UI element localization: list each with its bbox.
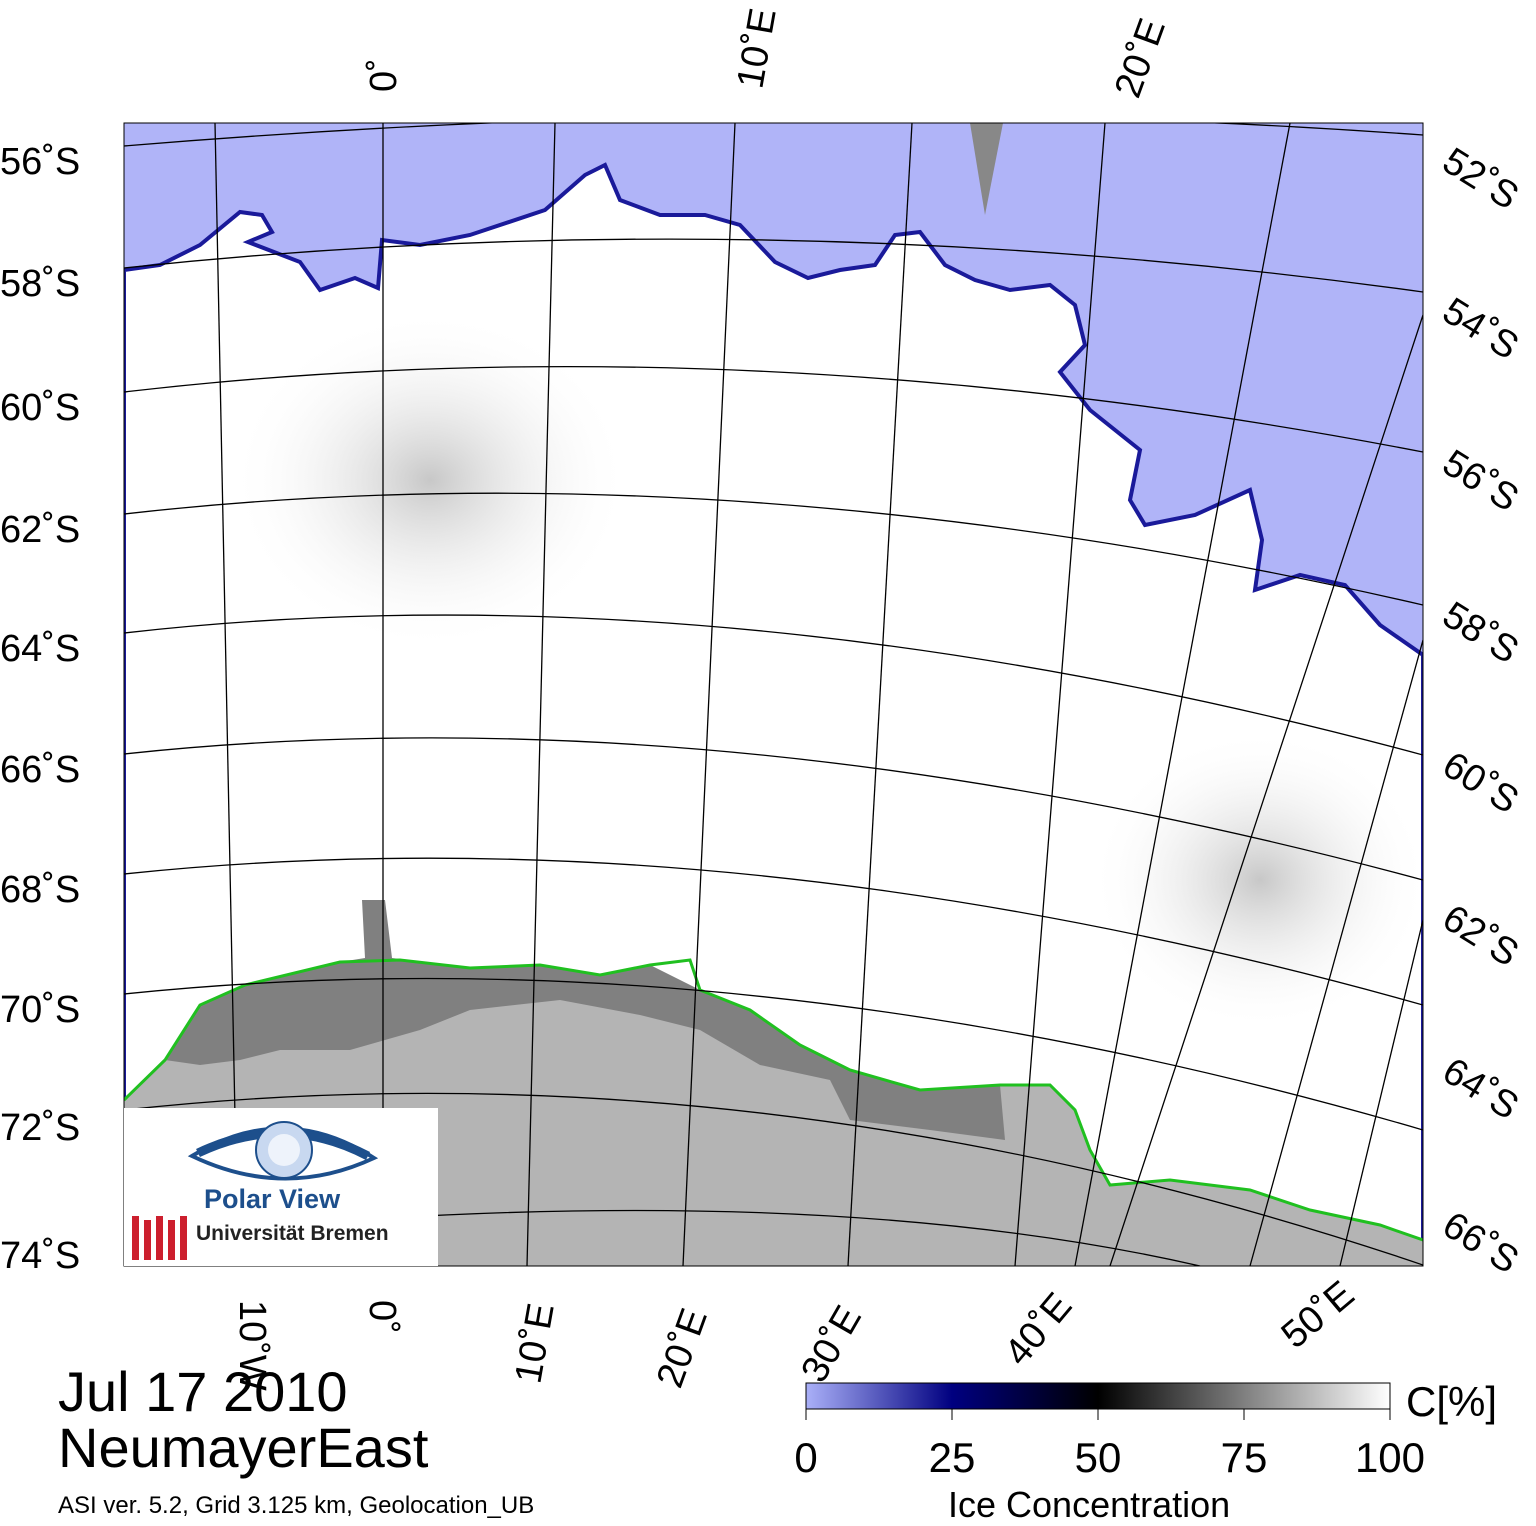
- latitude-labels-left: 56˚S 58˚S 60˚S 62˚S 64˚S 66˚S 68˚S 70˚S …: [0, 141, 80, 1277]
- lat-label: 66˚S: [1435, 1204, 1525, 1282]
- colorbar-tick-label: 0: [794, 1434, 818, 1481]
- lat-label: 60˚S: [1435, 744, 1525, 822]
- lon-label: 20˚E: [649, 1303, 716, 1393]
- map-metadata: ASI ver. 5.2, Grid 3.125 km, Geolocation…: [58, 1492, 535, 1519]
- lat-label: 68˚S: [0, 869, 80, 911]
- lon-label: 0˚: [361, 1300, 403, 1334]
- missing-data-wedge: [970, 123, 1003, 215]
- lat-label: 66˚S: [0, 749, 80, 791]
- lat-label: 56˚S: [1435, 442, 1525, 520]
- low-concentration-zone: [230, 310, 630, 650]
- colorbar-label: Ice Concentration: [948, 1484, 1231, 1525]
- colorbar-ticks: [805, 1409, 1391, 1420]
- colorbar: [805, 1382, 1391, 1410]
- lat-label: 70˚S: [0, 989, 80, 1031]
- lat-label: 56˚S: [0, 141, 80, 183]
- lat-label: 62˚S: [0, 509, 80, 551]
- colorbar-tick-label: 75: [1220, 1434, 1268, 1481]
- low-concentration-zone: [1090, 730, 1423, 1030]
- longitude-labels-bottom: 10˚W 0˚ 10˚E 20˚E 30˚E 40˚E 50˚E: [231, 1273, 1362, 1393]
- lat-label: 52˚S: [1435, 140, 1525, 218]
- eye-logo-icon: [132, 1121, 379, 1260]
- lat-label: 62˚S: [1435, 897, 1525, 975]
- lon-label: 0˚: [363, 58, 405, 92]
- lat-label: 58˚S: [0, 263, 80, 305]
- coastline: [124, 958, 1423, 1242]
- longitude-labels-top: 0˚ 10˚E 20˚E: [363, 5, 1174, 103]
- map-frame: [123, 122, 1424, 1267]
- lon-label: 30˚E: [793, 1299, 870, 1390]
- colorbar-tick-label: 100: [1354, 1434, 1426, 1481]
- lat-label: 64˚S: [1435, 1050, 1525, 1128]
- map-region: NeumayerEast: [58, 1416, 429, 1479]
- uni-bremen-icon: [132, 1216, 187, 1260]
- lat-label: 74˚S: [0, 1235, 80, 1277]
- lat-label: 64˚S: [0, 628, 80, 670]
- lon-label: 40˚E: [997, 1285, 1081, 1373]
- lon-label: 20˚E: [1107, 13, 1174, 103]
- land-area: [124, 960, 1423, 1266]
- lon-label: 10˚W: [231, 1300, 273, 1391]
- lon-label: 10˚E: [730, 5, 785, 91]
- lat-label: 58˚S: [1435, 594, 1525, 672]
- colorbar-tick-label: 25: [928, 1434, 976, 1481]
- logo-organization: Universität Bremen: [196, 1222, 389, 1245]
- map-date: Jul 17 2010: [58, 1360, 348, 1423]
- lat-label: 60˚S: [0, 387, 80, 429]
- graticule: [124, 123, 1423, 1266]
- colorbar-unit: C[%]: [1406, 1378, 1498, 1425]
- lon-label: 50˚E: [1274, 1273, 1362, 1357]
- lat-label: 72˚S: [0, 1107, 80, 1149]
- colorbar-tick-label: 50: [1074, 1434, 1122, 1481]
- lon-label: 10˚E: [508, 1300, 563, 1386]
- polar-view-logo: Polar View Universität Bremen: [124, 1108, 438, 1266]
- lat-label: 54˚S: [1435, 290, 1525, 368]
- latitude-labels-right: 52˚S 54˚S 56˚S 58˚S 60˚S 62˚S 64˚S 66˚S: [1435, 140, 1525, 1282]
- logo-title: Polar View: [204, 1184, 341, 1214]
